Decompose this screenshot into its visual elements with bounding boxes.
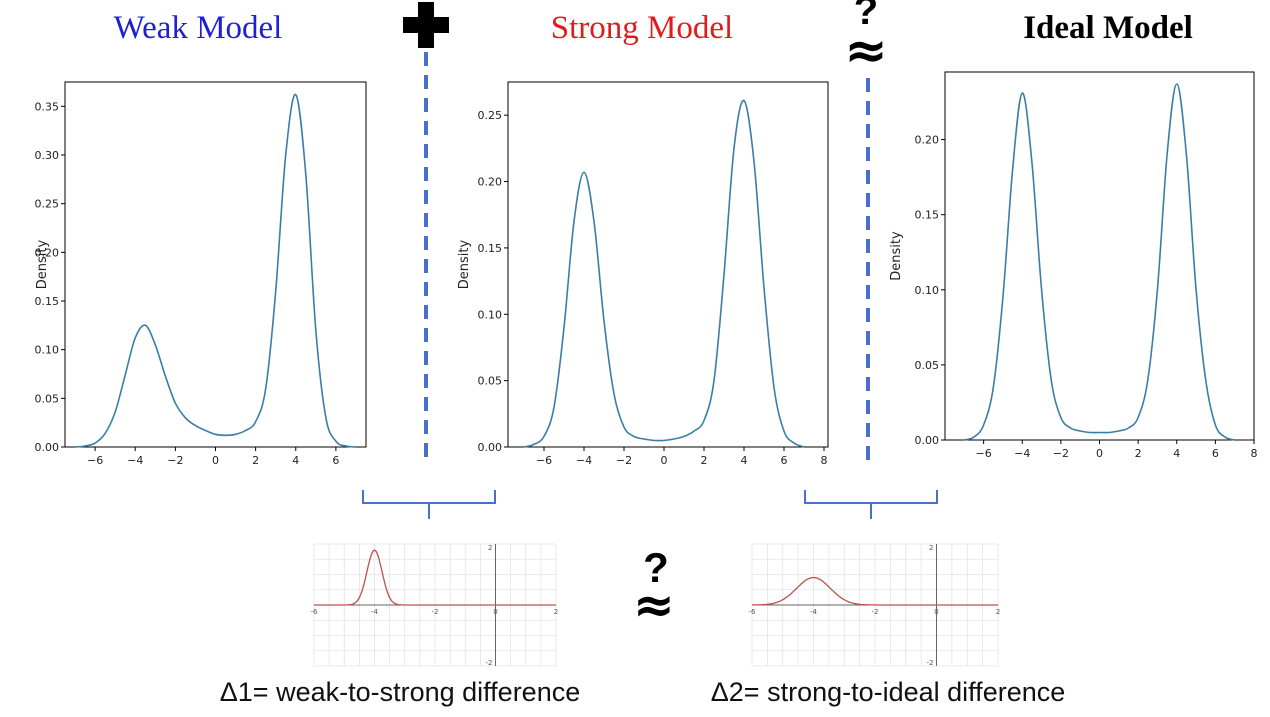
approx-icon-middle: ≈ (633, 576, 675, 634)
x-tick-label: −4 (127, 454, 143, 467)
y-tick-label: 0.10 (478, 308, 503, 321)
density-curve (74, 93, 357, 448)
question-mark-top: ? (854, 0, 878, 33)
x-tick-label: −2 (167, 454, 183, 467)
y-tick-label: 0.20 (35, 246, 60, 259)
approx-icon-top: ≈ (844, 21, 888, 81)
y-tick-label: 0.10 (35, 344, 60, 357)
x-tick-label: 2 (701, 454, 708, 467)
x-tick-label: 0 (1096, 447, 1103, 460)
x-tick-label: −2 (616, 454, 632, 467)
x-tick-label: −4 (1014, 447, 1030, 460)
x-tick-label: -4 (371, 608, 379, 616)
x-tick-label: 0 (212, 454, 219, 467)
y-tick-label: 0.35 (35, 100, 60, 113)
x-tick-label: 8 (821, 454, 828, 467)
x-tick-label: −2 (1053, 447, 1069, 460)
y-tick-label: 0.25 (35, 198, 60, 211)
y-tick-label: -2 (486, 659, 493, 667)
x-tick-label: 4 (292, 454, 299, 467)
ideal-model-title: Ideal Model (1023, 10, 1193, 46)
x-tick-label: 0 (661, 454, 668, 467)
y-tick-label: 2 (929, 544, 933, 552)
y-axis-label: Density (457, 239, 472, 289)
x-tick-label: −6 (976, 447, 992, 460)
plot-frame (64, 81, 367, 448)
x-tick-label: 6 (332, 454, 339, 467)
x-tick-label: 2 (1135, 447, 1142, 460)
y-tick-label: 0.05 (35, 392, 60, 405)
x-tick-label: -6 (311, 608, 319, 616)
plus-icon (403, 2, 449, 48)
y-tick-label: 0.05 (915, 359, 940, 372)
density-curve (523, 99, 805, 448)
y-tick-label: 0.20 (915, 134, 940, 147)
weak-model-title: Weak Model (114, 10, 283, 46)
x-tick-label: −6 (87, 454, 103, 467)
delta1-caption: Δ1= weak-to-strong difference (220, 677, 580, 707)
x-tick-label: -2 (872, 608, 879, 616)
y-tick-label: 2 (488, 544, 492, 552)
y-tick-label: -2 (927, 659, 934, 667)
y-tick-label: 0.25 (478, 109, 503, 122)
x-tick-label: −4 (576, 454, 592, 467)
delta2-caption: Δ2= strong-to-ideal difference (711, 677, 1066, 707)
y-tick-label: 0.20 (478, 176, 503, 189)
weak-density-plot: 0.00 0.05 0.10 0.15 0.20 0.25 0.30 0.35 −6 −4 −2 0 2… (35, 81, 367, 467)
strong-density-plot: 0.00 0.05 0.10 0.15 0.20 0.25 −6 −4 −2 0 2 4 6 8 Densi… (457, 81, 829, 467)
y-tick-label: 0.30 (35, 149, 60, 162)
x-tick-label: 4 (741, 454, 748, 467)
y-tick-label: 0.00 (478, 441, 503, 454)
x-tick-label: 2 (554, 608, 558, 616)
strong-model-title: Strong Model (551, 10, 733, 46)
y-tick-label: 0.15 (35, 295, 60, 308)
x-tick-label: 0 (934, 608, 938, 616)
x-tick-label: 2 (996, 608, 1000, 616)
x-tick-label: 6 (781, 454, 788, 467)
x-tick-label: 2 (252, 454, 259, 467)
delta1-difference-plot: -6 -4 -2 0 2 2 -2 (311, 543, 558, 667)
y-axis-label: Density (889, 231, 904, 281)
y-tick-label: 0.00 (35, 441, 60, 454)
y-tick-label: 0.15 (478, 242, 503, 255)
x-tick-label: -2 (432, 608, 439, 616)
question-mark-middle: ? (643, 544, 669, 591)
density-curve (964, 83, 1235, 441)
delta2-difference-plot: -6 -4 -2 0 2 2 -2 (749, 543, 1000, 667)
y-axis-label: Density (35, 239, 50, 289)
brace-right (804, 490, 938, 519)
ideal-density-plot: 0.00 0.05 0.10 0.15 0.20 −6 −4 −2 0 2 4 6 8 Density (889, 71, 1258, 460)
x-tick-label: -6 (749, 608, 757, 616)
y-tick-label: 0.05 (478, 375, 503, 388)
x-tick-label: -4 (810, 608, 818, 616)
y-tick-label: 0.10 (915, 284, 940, 297)
x-tick-label: 4 (1173, 447, 1180, 460)
difference-curve (314, 549, 556, 606)
brace-left (362, 490, 496, 519)
x-tick-label: 8 (1251, 447, 1258, 460)
y-tick-label: 0.15 (915, 209, 940, 222)
x-tick-label: −6 (536, 454, 552, 467)
x-tick-label: 0 (493, 608, 497, 616)
difference-curve (751, 576, 998, 606)
x-tick-label: 6 (1212, 447, 1219, 460)
plot-frame (944, 71, 1255, 441)
plot-frame (507, 81, 829, 448)
y-tick-label: 0.00 (915, 434, 940, 447)
